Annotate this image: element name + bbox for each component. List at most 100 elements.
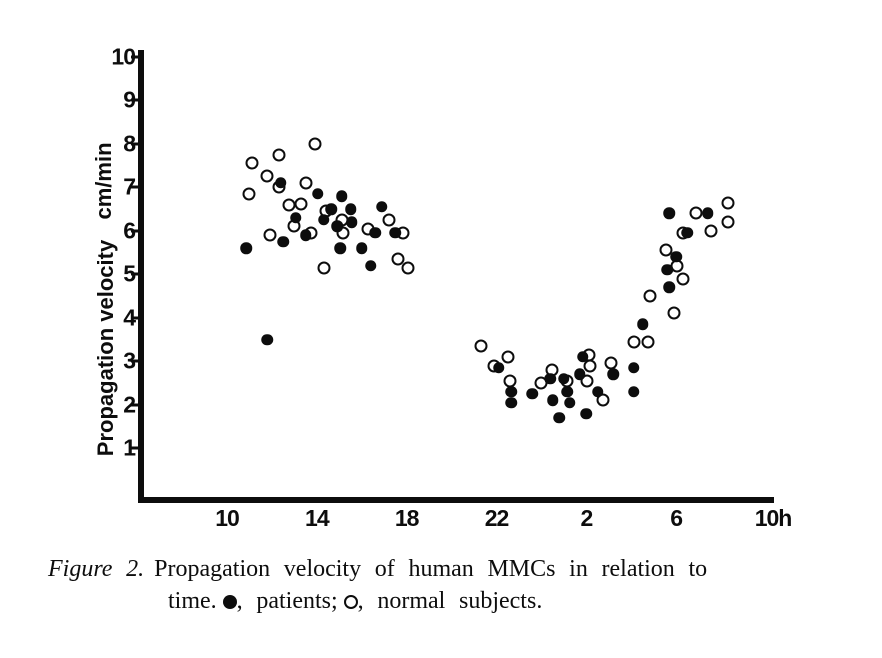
data-point-normal-subjects — [659, 243, 673, 257]
data-point-patients — [607, 368, 620, 381]
data-point-normal-subjects — [242, 187, 256, 201]
data-point-patients — [636, 318, 649, 331]
y-tick-mark — [131, 403, 138, 407]
data-point-normal-subjects — [317, 261, 331, 275]
data-point-patients — [553, 412, 566, 424]
x-axis-line — [138, 497, 774, 503]
data-point-normal-subjects — [641, 335, 655, 349]
data-point-patients — [561, 386, 574, 398]
data-point-patients — [376, 201, 388, 213]
x-tick-label: 10 — [215, 505, 240, 531]
data-point-normal-subjects — [721, 196, 735, 210]
caption-text: Propagation velocity of human MMCs in re… — [154, 556, 708, 582]
y-tick-label: 3 — [123, 347, 136, 374]
data-point-normal-subjects — [401, 261, 415, 275]
data-point-patients — [681, 227, 694, 239]
data-point-patients — [356, 242, 368, 254]
data-point-normal-subjects — [627, 335, 641, 349]
data-point-patients — [558, 372, 570, 385]
data-point-normal-subjects — [667, 306, 681, 320]
data-point-normal-subjects — [263, 228, 277, 242]
y-tick-label: 5 — [123, 260, 136, 287]
y-tick-mark — [131, 316, 138, 320]
data-point-normal-subjects — [501, 350, 515, 364]
data-point-patients — [663, 207, 676, 220]
data-point-patients — [261, 333, 274, 346]
y-tick-mark — [131, 446, 138, 450]
x-tick-label: 22 — [484, 505, 510, 531]
data-point-patients — [389, 227, 402, 239]
data-point-normal-subjects — [704, 224, 718, 238]
y-tick-label: 8 — [123, 130, 136, 157]
y-tick-mark — [131, 359, 138, 363]
data-point-patients — [546, 394, 559, 407]
data-point-patients — [627, 386, 640, 398]
data-point-patients — [325, 203, 338, 215]
data-point-patients — [299, 229, 312, 241]
data-point-patients — [701, 207, 714, 220]
y-tick-label: 1 — [123, 434, 136, 461]
y-axis-title: Propagation velocity — [93, 239, 118, 457]
data-point-patients — [577, 351, 589, 363]
y-tick-label: 4 — [123, 304, 136, 331]
data-point-patients — [334, 242, 347, 254]
data-point-patients — [591, 386, 604, 398]
data-point-patients — [289, 212, 302, 224]
y-axis-line — [138, 50, 144, 503]
data-point-patients — [364, 259, 377, 272]
data-point-patients — [505, 386, 517, 398]
data-point-normal-subjects — [391, 252, 405, 266]
y-tick-label: 10 — [111, 43, 136, 70]
data-point-normal-subjects — [308, 137, 322, 151]
data-point-normal-subjects — [294, 197, 308, 211]
data-point-normal-subjects — [272, 148, 286, 162]
y-tick-mark — [131, 185, 138, 189]
data-point-patients — [369, 227, 381, 239]
data-point-patients — [275, 177, 287, 189]
data-point-normal-subjects — [245, 156, 259, 170]
x-tick-label: 18 — [394, 505, 420, 531]
data-point-normal-subjects — [474, 339, 488, 353]
caption-text-continued: time. — [168, 588, 217, 614]
data-point-patients — [663, 281, 676, 294]
data-point-patients — [240, 242, 252, 254]
y-tick-label: 9 — [123, 86, 136, 113]
y-tick-mark — [131, 142, 138, 146]
data-point-patients — [335, 190, 348, 202]
data-point-patients — [505, 396, 517, 409]
y-tick-label: 2 — [123, 391, 136, 418]
data-point-patients — [493, 362, 505, 374]
data-point-patients — [544, 372, 557, 385]
data-point-patients — [277, 235, 289, 248]
data-point-patients — [317, 214, 330, 226]
filled-circle-icon — [222, 595, 237, 609]
x-tick-label: 2 — [580, 505, 593, 531]
data-point-normal-subjects — [643, 289, 657, 303]
data-point-normal-subjects — [676, 272, 690, 286]
data-point-patients — [627, 362, 640, 374]
data-point-normal-subjects — [299, 176, 313, 190]
x-axis-unit: h — [778, 505, 792, 531]
y-tick-mark — [131, 98, 138, 102]
data-point-patients — [345, 216, 358, 228]
data-point-patients — [526, 388, 539, 400]
y-tick-mark — [131, 229, 138, 233]
data-point-normal-subjects — [282, 198, 296, 212]
figure-caption-line1: Figure 2. Propagation velocity of human M… — [48, 556, 707, 583]
legend-normal-subjects-label: , normal subjects. — [357, 588, 543, 614]
data-point-patients — [312, 188, 324, 200]
y-axis-unit-label: cm/min — [91, 142, 116, 220]
data-point-patients — [670, 251, 682, 263]
data-point-patients — [661, 264, 673, 276]
y-tick-mark — [131, 272, 138, 276]
open-circle-icon — [343, 595, 358, 609]
data-point-normal-subjects — [721, 215, 735, 229]
data-point-patients — [563, 396, 576, 409]
data-point-normal-subjects — [260, 169, 274, 183]
data-point-patients — [573, 368, 586, 381]
legend-patients-label: , patients; — [236, 588, 338, 614]
data-point-normal-subjects — [382, 213, 396, 227]
figure-caption-line2: time. , patients; , normal subjects. — [168, 588, 542, 615]
y-tick-label: 6 — [123, 217, 136, 244]
